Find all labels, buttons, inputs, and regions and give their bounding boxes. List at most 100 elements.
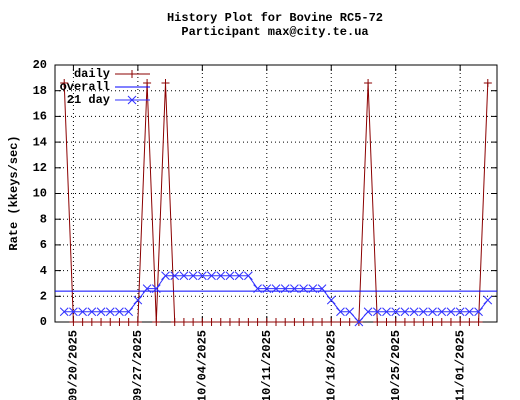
data-point (465, 307, 474, 317)
data-point (262, 284, 272, 293)
data-point (418, 307, 428, 317)
data-point (465, 318, 474, 326)
data-point (437, 318, 446, 326)
data-point (299, 284, 308, 293)
data-point (253, 284, 262, 293)
data-point (197, 271, 207, 281)
data-point (225, 318, 234, 326)
data-point (234, 271, 244, 281)
data-point (207, 318, 216, 326)
y-tick-label: 6 (40, 238, 47, 252)
data-point (78, 307, 87, 317)
data-point (382, 318, 391, 326)
data-point (170, 318, 179, 326)
data-point (428, 318, 437, 326)
data-point (280, 284, 290, 293)
chart-subtitle: Participant max@city.te.ua (181, 25, 368, 39)
data-point (336, 307, 345, 317)
data-point (363, 307, 373, 317)
data-point (225, 271, 235, 281)
data-point (244, 271, 253, 281)
data-point (410, 318, 419, 326)
data-point (455, 307, 465, 317)
y-tick-label: 2 (40, 289, 47, 303)
data-point (69, 318, 78, 326)
data-point (364, 78, 373, 87)
x-tick-label: 09/27/2025 (131, 330, 145, 400)
data-point (372, 307, 382, 317)
data-point (336, 318, 345, 326)
y-tick-label: 20 (33, 58, 47, 72)
x-tick-label: 10/11/2025 (260, 330, 274, 400)
data-point (400, 318, 409, 326)
data-point (133, 295, 143, 305)
data-point (179, 271, 189, 281)
data-point (326, 295, 336, 305)
legend-marker (128, 70, 136, 78)
data-point (318, 318, 327, 326)
data-point (151, 284, 161, 293)
data-point (97, 318, 106, 326)
data-point (400, 307, 410, 317)
data-point (299, 318, 308, 326)
y-tick-label: 0 (40, 315, 47, 329)
y-tick-label: 18 (33, 84, 47, 98)
x-tick-label: 10/18/2025 (324, 330, 338, 400)
y-axis-label: Rate (kkeys/sec) (7, 135, 21, 250)
data-point (152, 318, 161, 326)
y-tick-label: 16 (33, 110, 47, 124)
data-point (124, 318, 133, 326)
legend-label: daily (74, 67, 110, 81)
data-point (327, 318, 336, 326)
data-point (69, 307, 78, 317)
x-tick-label: 11/01/2025 (453, 330, 467, 400)
data-point (308, 284, 318, 293)
data-point (189, 318, 198, 326)
data-point (272, 318, 280, 326)
data-point (216, 318, 225, 326)
data-point (419, 318, 428, 326)
data-point (382, 307, 391, 317)
series-line (63, 82, 489, 323)
data-point (409, 307, 419, 317)
data-point (271, 284, 281, 293)
x-tick-label: 09/20/2025 (67, 330, 81, 400)
data-point (87, 318, 96, 326)
y-tick-label: 4 (40, 264, 47, 278)
legend-label: overall (60, 80, 110, 94)
data-point (106, 318, 115, 326)
data-point (446, 318, 455, 326)
data-point (96, 307, 106, 317)
data-point (115, 318, 124, 326)
data-point (198, 318, 207, 326)
data-point (373, 318, 382, 326)
y-tick-label: 8 (40, 212, 47, 226)
data-point (428, 307, 437, 317)
data-point (253, 318, 262, 326)
data-point (188, 271, 198, 281)
data-point (456, 318, 465, 326)
data-point (290, 318, 299, 326)
data-point (142, 284, 152, 293)
data-point (474, 318, 483, 326)
data-point (345, 307, 355, 317)
data-point (345, 318, 354, 326)
data-point (354, 317, 364, 327)
data-point (483, 78, 492, 87)
data-point (483, 295, 493, 305)
data-point (244, 318, 253, 326)
legend-marker (127, 95, 137, 105)
data-point (133, 318, 142, 326)
data-point (115, 307, 124, 317)
data-point (78, 318, 87, 326)
data-point (317, 284, 327, 293)
data-point (124, 307, 134, 317)
data-point (170, 271, 180, 281)
data-point (262, 318, 271, 326)
data-point (87, 307, 97, 317)
y-tick-label: 10 (33, 187, 47, 201)
data-point (207, 271, 216, 281)
data-point (391, 307, 401, 317)
data-point (290, 284, 299, 293)
